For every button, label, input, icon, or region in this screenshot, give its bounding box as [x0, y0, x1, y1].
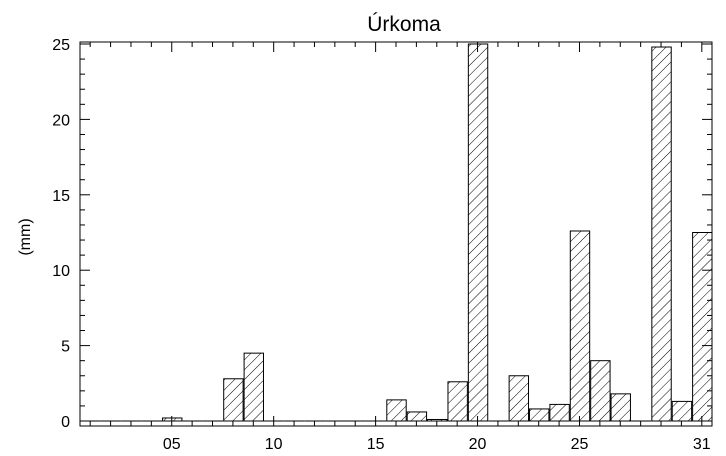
chart-title: Úrkoma: [367, 13, 441, 36]
y-tick-label: 20: [52, 112, 70, 129]
x-tick-label: 05: [163, 436, 181, 453]
y-tick-label: 15: [52, 188, 70, 205]
bar-day-23: [529, 408, 550, 422]
bar-day-17: [406, 411, 428, 422]
bar-day-26: [590, 360, 611, 422]
x-tick-label: 15: [367, 436, 385, 453]
y-tick-label: 5: [61, 339, 70, 356]
bar-day-31: [692, 232, 713, 422]
y-tick-label: 10: [52, 263, 70, 280]
bar-day-19: [447, 381, 468, 422]
x-tick-label: 25: [571, 436, 589, 453]
bars: [80, 43, 713, 422]
x-tick-label: 10: [265, 436, 283, 453]
bar-day-9: [243, 352, 264, 422]
bar-day-29: [651, 46, 672, 422]
x-tick-label: 20: [469, 436, 487, 453]
bar-day-20: [467, 43, 489, 422]
bar-day-16: [386, 399, 407, 422]
bar-day-18: [427, 418, 448, 422]
x-tick-label: 31: [693, 436, 711, 453]
bar-day-22: [508, 375, 530, 422]
bar-day-25: [569, 230, 591, 422]
bar-day-30: [671, 400, 693, 422]
ticks: [80, 42, 712, 426]
bar-day-27: [610, 393, 631, 422]
plot-frame: [79, 41, 713, 427]
bar-day-24: [549, 403, 570, 422]
y-tick-label: 25: [52, 37, 70, 54]
bar-day-8: [223, 378, 244, 422]
y-tick-label: 0: [61, 414, 70, 431]
bar-day-5: [162, 417, 183, 422]
y-axis-label: (mm): [17, 218, 34, 255]
